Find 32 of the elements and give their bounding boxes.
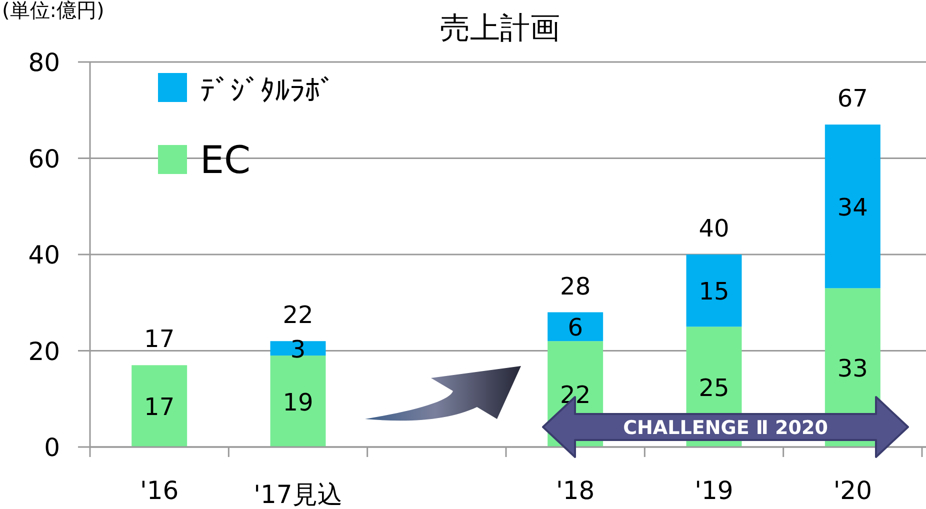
bar	[270, 341, 326, 356]
legend-label: EC	[200, 138, 251, 182]
bar	[132, 365, 188, 447]
x-tick-label: '16	[140, 476, 179, 505]
bar	[686, 254, 742, 327]
total-label: 17	[144, 325, 175, 354]
bar	[548, 312, 604, 342]
data-label: 3	[290, 335, 306, 364]
total-label: 28	[560, 272, 591, 300]
data-label: 6	[568, 314, 583, 342]
y-tick-label: 0	[44, 433, 60, 462]
x-tick-label: '17見込	[254, 480, 342, 509]
y-axis-title: (単位:億円)	[2, 0, 104, 22]
data-label: 17	[144, 393, 175, 422]
total-label: 40	[698, 214, 730, 242]
annotation: CHALLENGE Ⅱ 2020	[623, 417, 828, 439]
data-label: 19	[282, 388, 314, 416]
y-tick-label: 80	[28, 48, 60, 77]
total-label: 22	[282, 301, 314, 330]
chart-title: 売上計画	[440, 11, 560, 46]
x-tick-label: '20	[833, 476, 872, 505]
legend-label: ﾃﾞｼﾞﾀﾙﾗﾎﾞ	[200, 74, 335, 109]
total-label: 67	[837, 84, 868, 113]
data-label: 15	[698, 278, 730, 306]
x-tick-label: '18	[556, 476, 595, 505]
data-label: 33	[837, 354, 868, 383]
x-tick-label: '19	[694, 476, 734, 505]
data-label: 34	[837, 193, 868, 222]
y-tick-label: 20	[28, 336, 60, 366]
y-tick-label: 40	[28, 240, 60, 270]
bar	[824, 124, 880, 288]
y-tick-label: 60	[28, 144, 60, 174]
